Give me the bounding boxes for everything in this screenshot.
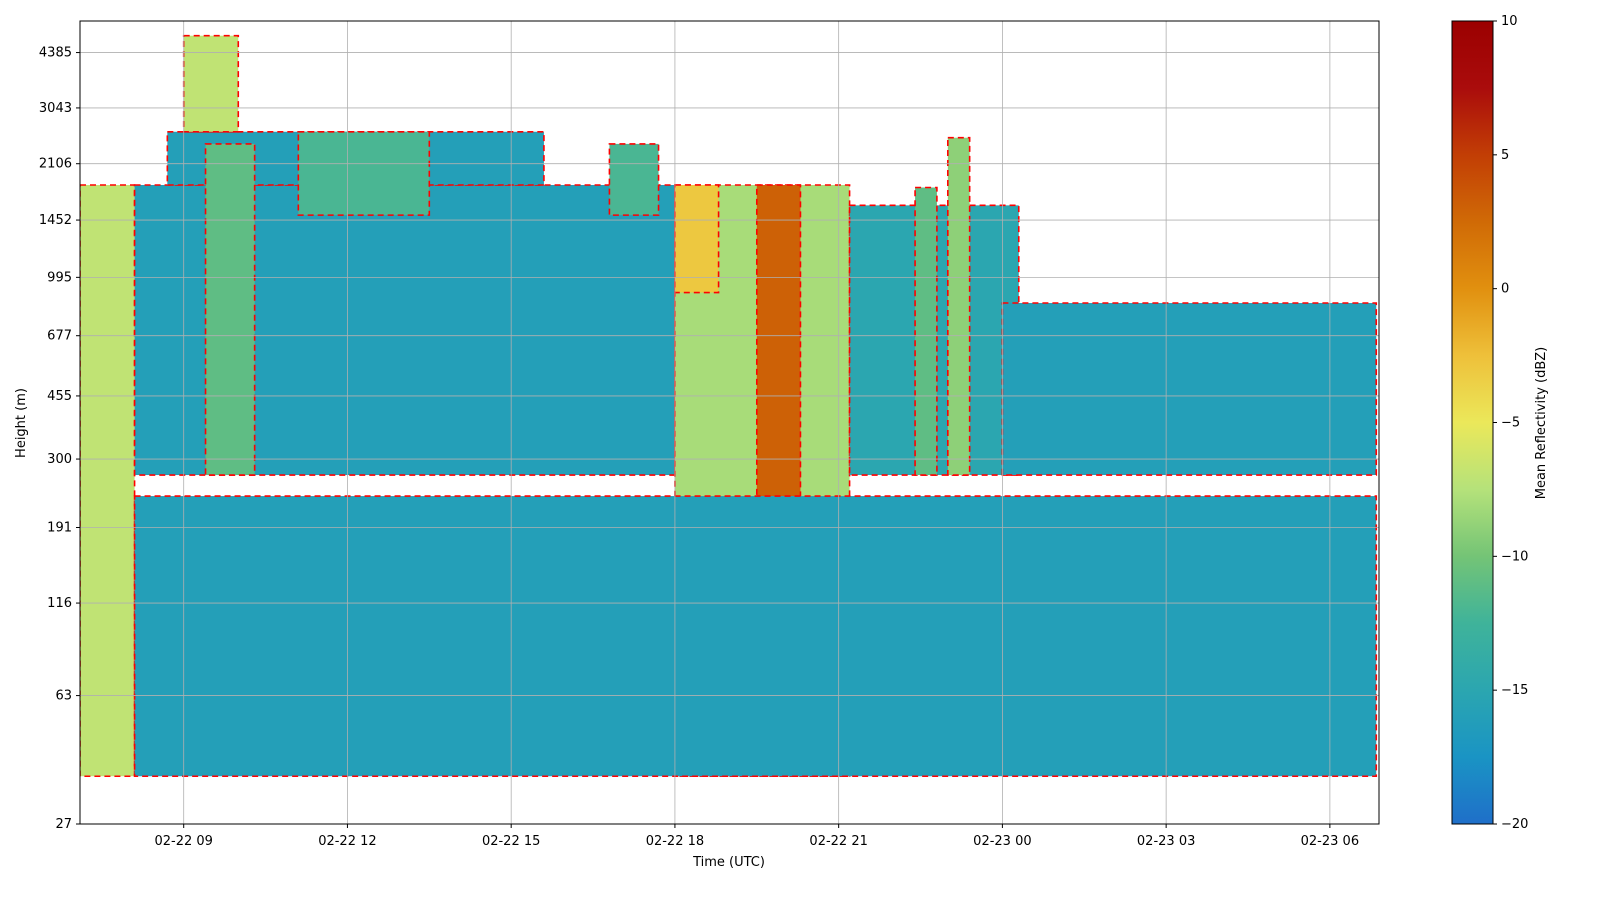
y-tick-label: 995	[47, 270, 72, 285]
x-tick-label: 02-23 00	[973, 834, 1031, 849]
reflectivity-region	[205, 143, 255, 476]
x-tick-label: 02-22 18	[646, 834, 704, 849]
y-tick-label: 3043	[39, 101, 72, 116]
y-tick-label: 300	[47, 452, 72, 467]
colorbar	[1451, 20, 1494, 825]
colorbar-tick-label: 10	[1501, 14, 1518, 29]
contour-line	[674, 184, 720, 294]
reflectivity-region	[183, 35, 239, 132]
x-axis-label: Time (UTC)	[692, 855, 765, 870]
reflectivity-region	[915, 187, 937, 476]
reflectivity-region	[80, 184, 135, 777]
contour-line	[133, 495, 1378, 778]
y-tick-label: 27	[55, 817, 72, 832]
y-tick-label: 191	[47, 520, 72, 535]
y-tick-label: 2106	[39, 157, 72, 172]
colorbar-tick-label: 0	[1501, 282, 1509, 297]
reflectivity-region	[947, 137, 970, 476]
y-tick-label: 455	[47, 389, 72, 404]
x-axis: 02-22 09 02-22 12 02-22 15 02-22 18 02-22 21…	[154, 824, 1359, 849]
y-tick-label: 1452	[39, 213, 72, 228]
plot-frame	[79, 20, 1380, 825]
y-tick-label: 677	[47, 329, 72, 344]
colorbar-tick-label: −10	[1501, 549, 1528, 564]
contour-line	[297, 130, 431, 216]
colorbar-tick-label: −20	[1501, 817, 1528, 832]
reflectivity-region	[609, 143, 659, 216]
colorbar-label: Mean Reflectivity (dBZ)	[1534, 347, 1549, 500]
contour-line	[80, 184, 136, 778]
reflectivity-region	[298, 131, 430, 216]
y-tick-label: 63	[55, 689, 72, 704]
x-tick-label: 02-23 03	[1137, 834, 1195, 849]
colorbar-tick-label: −15	[1501, 683, 1528, 698]
y-axis: 27 63 116 191 300 455 677 995 1452 2106 3043 4385	[39, 46, 80, 832]
x-tick-label: 02-22 12	[318, 834, 376, 849]
reflectivity-region	[134, 496, 1377, 777]
colorbar-tick-label: 5	[1501, 148, 1509, 163]
contour-line	[914, 186, 938, 476]
y-tick-label: 4385	[39, 46, 72, 61]
colorbar-axis: 10 5 0 −5 −10 −15 −20	[1493, 14, 1528, 832]
contour-line	[755, 184, 802, 778]
x-tick-label: 02-22 15	[482, 834, 540, 849]
reflectivity-region	[1002, 303, 1377, 476]
x-tick-label: 02-23 06	[1301, 834, 1359, 849]
reflectivity-region	[674, 184, 719, 293]
contour-line	[608, 143, 660, 216]
x-tick-label: 02-22 09	[154, 834, 212, 849]
plot-area	[80, 34, 1378, 778]
x-tick-label: 02-22 21	[809, 834, 867, 849]
contour-line	[204, 143, 256, 476]
y-tick-label: 116	[47, 596, 72, 611]
y-axis-label: Height (m)	[14, 388, 29, 458]
contour-line	[166, 130, 545, 186]
contour-line	[947, 136, 971, 476]
colorbar-tick-label: −5	[1501, 416, 1520, 431]
